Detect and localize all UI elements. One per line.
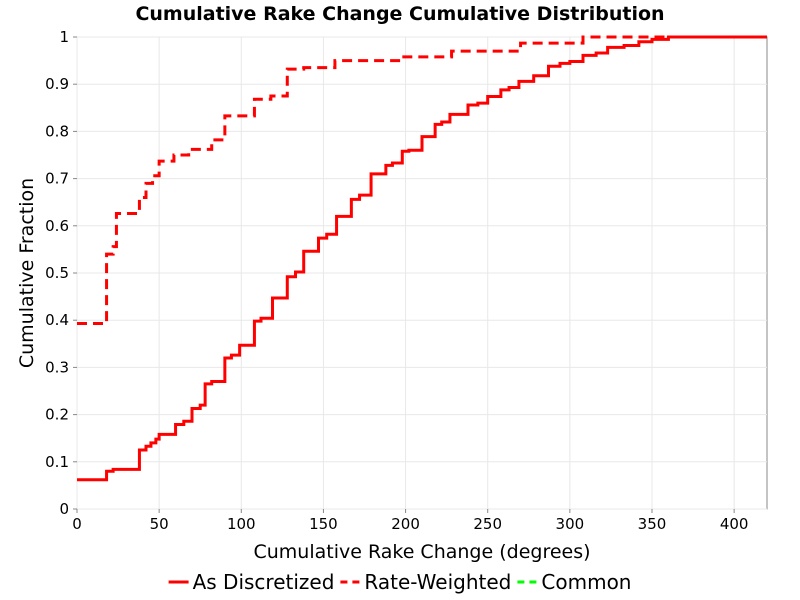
y-tick-label: 0.3	[45, 358, 69, 376]
legend-label: Rate-Weighted	[364, 570, 511, 594]
x-tick-label: 50	[150, 515, 169, 533]
x-tick-label: 300	[556, 515, 585, 533]
y-axis-label: Cumulative Fraction	[16, 178, 38, 368]
x-axis-ticks: 0 50 100 150 200 250 300 350 400	[72, 509, 748, 533]
legend-item: Rate-Weighted	[340, 570, 511, 594]
chart-title: Cumulative Rake Change Cumulative Distri…	[135, 3, 664, 25]
x-tick-label: 350	[638, 515, 667, 533]
y-tick-label: 0	[59, 500, 69, 518]
series-line-as-discretized	[77, 35, 767, 482]
legend-label: As Discretized	[193, 570, 335, 594]
y-tick-label: 0.4	[45, 311, 69, 329]
x-tick-label: 150	[309, 515, 338, 533]
legend: As Discretized Rate-Weighted Common	[168, 570, 631, 594]
y-tick-label: 0.8	[45, 122, 69, 140]
y-tick-label: 0.9	[45, 75, 69, 93]
x-tick-label: 200	[391, 515, 420, 533]
series-lines	[77, 35, 767, 482]
x-axis-label: Cumulative Rake Change (degrees)	[253, 541, 590, 563]
series-line-rate-weighted	[77, 35, 767, 325]
y-tick-label: 0.1	[45, 453, 69, 471]
legend-item: Common	[517, 570, 631, 594]
y-tick-label: 0.5	[45, 264, 69, 282]
y-tick-label: 0.2	[45, 406, 69, 424]
x-tick-label: 400	[720, 515, 749, 533]
legend-label: Common	[541, 570, 631, 594]
x-tick-label: 250	[473, 515, 502, 533]
y-tick-label: 0.6	[45, 217, 69, 235]
x-tick-label: 0	[72, 515, 82, 533]
y-tick-label: 0.7	[45, 170, 69, 188]
y-axis-ticks: 0 0.1 0.2 0.3 0.4 0.5 0.6 0.7 0.8 0.9 1	[45, 28, 77, 518]
x-tick-label: 100	[227, 515, 256, 533]
grid	[76, 36, 767, 510]
y-tick-label: 1	[59, 28, 69, 46]
legend-item: As Discretized	[168, 570, 335, 594]
